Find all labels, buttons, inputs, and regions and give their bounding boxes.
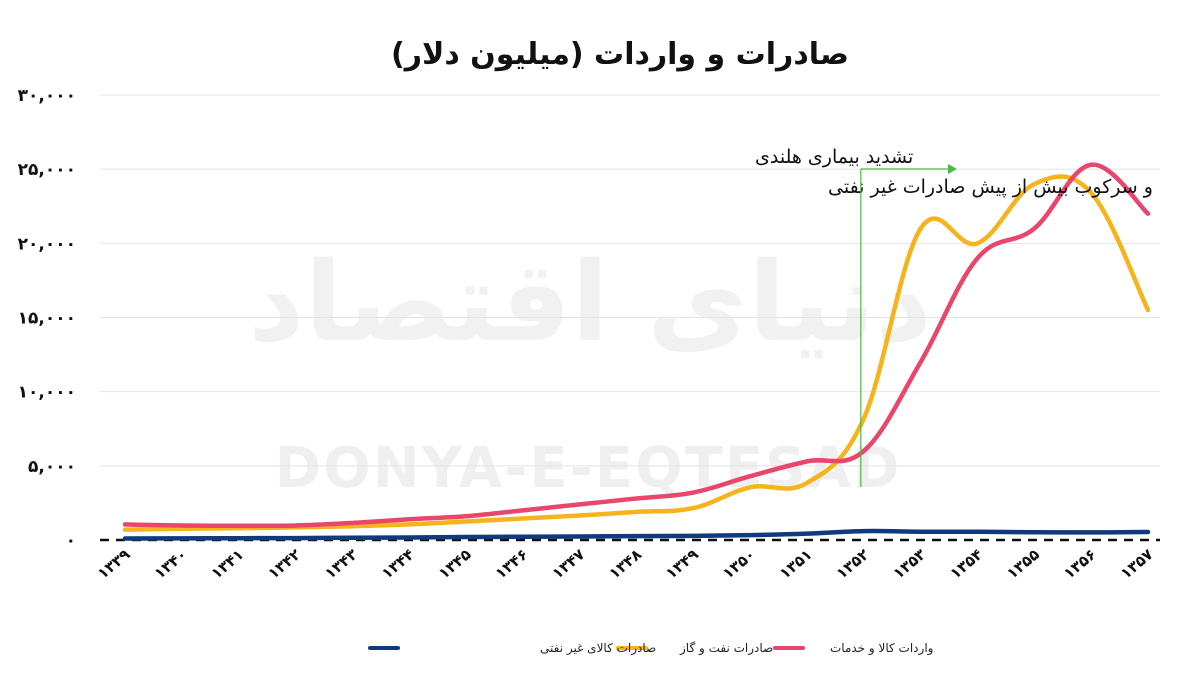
- y-tick-label: ۵,۰۰۰: [28, 457, 76, 477]
- watermark-arabic: دنیای اقتصاد: [248, 238, 932, 366]
- y-tick-label: ۳۰,۰۰۰: [18, 86, 76, 106]
- watermark: دنیای اقتصاد DONYA-E-EQTESAD: [248, 238, 932, 501]
- legend-label-1: صادرات کالای غیر نفتی: [540, 641, 656, 656]
- series-group: [122, 162, 1151, 541]
- y-tick-label: ۲۵,۰۰۰: [18, 160, 76, 180]
- series-line-1: [122, 528, 1151, 541]
- y-tick-label: ۲۰,۰۰۰: [18, 234, 76, 254]
- annotation: تشدید بیماری هلندی و سرکوب بیش از پیش صا…: [755, 146, 1153, 487]
- legend-label-2: صادرات نفت و گاز: [679, 641, 773, 656]
- chart-title: صادرات و واردات (میلیون دلار): [391, 37, 849, 72]
- annotation-line-1: تشدید بیماری هلندی: [755, 146, 913, 168]
- y-axis: ۰ ۵,۰۰۰ ۱۰,۰۰۰ ۱۵,۰۰۰ ۲۰,۰۰۰ ۲۵,۰۰۰ ۳۰,۰۰۰: [18, 86, 76, 551]
- annotation-arrowhead: [948, 164, 957, 174]
- y-tick-label: ۱۵,۰۰۰: [18, 309, 76, 329]
- legend-label-3: واردات کالا و خدمات: [830, 641, 933, 656]
- watermark-latin: DONYA-E-EQTESAD: [275, 436, 902, 501]
- annotation-line-2: و سرکوب بیش از پیش صادرات غیر نفتی: [828, 176, 1153, 198]
- y-tick-label: ۱۰,۰۰۰: [18, 383, 76, 403]
- gridlines: [100, 94, 1160, 542]
- y-tick-label: ۰: [66, 531, 76, 551]
- legend: واردات کالا و خدمات صادرات نفت و گاز صادرا…: [368, 641, 933, 656]
- series-line-3: [122, 162, 1151, 529]
